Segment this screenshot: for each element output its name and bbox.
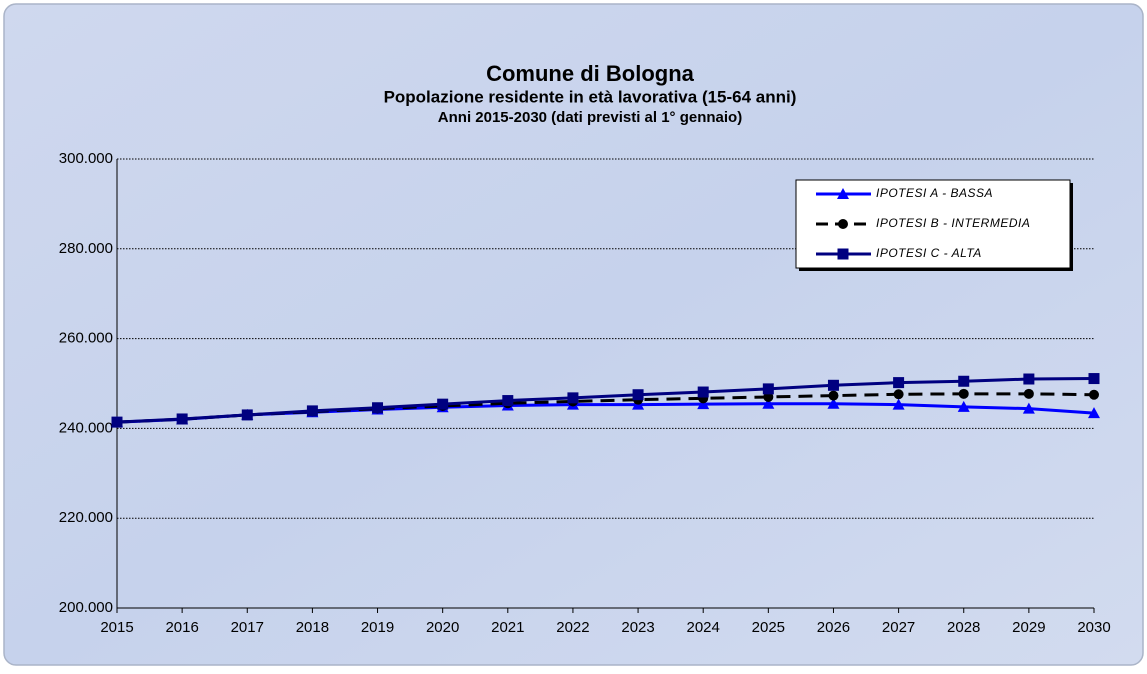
legend-label: IPOTESI A - BASSA	[876, 186, 993, 200]
data-point	[893, 377, 905, 389]
data-point	[957, 400, 970, 412]
data-point	[892, 398, 905, 410]
data-point	[958, 388, 969, 399]
x-tick-label: 2028	[947, 619, 980, 636]
x-tick-label: 2026	[817, 619, 850, 636]
data-point	[1023, 373, 1035, 385]
data-point	[306, 405, 318, 417]
data-point	[827, 397, 840, 409]
data-point	[697, 398, 710, 410]
data-point	[111, 416, 123, 428]
x-tick-label: 2018	[296, 619, 329, 636]
data-point	[502, 395, 514, 407]
y-tick-label: 260.000	[59, 330, 113, 347]
data-point	[1088, 407, 1100, 419]
x-tick-label: 2023	[621, 619, 654, 636]
x-tick-label: 2029	[1012, 619, 1045, 636]
x-tick-label: 2019	[361, 619, 394, 636]
y-tick-label: 240.000	[59, 419, 113, 436]
data-point	[762, 397, 775, 409]
chart-background	[3, 3, 1144, 666]
legend-label: IPOTESI B - INTERMEDIA	[876, 216, 1030, 230]
chart-subtitle: Popolazione residente in età lavorativa …	[384, 87, 797, 106]
x-tick-label: 2016	[165, 619, 198, 636]
chart-title: Comune di Bologna	[486, 61, 695, 86]
data-point	[697, 386, 709, 398]
x-tick-label: 2022	[556, 619, 589, 636]
data-point	[567, 392, 579, 404]
x-tick-label: 2025	[752, 619, 785, 636]
x-tick-label: 2027	[882, 619, 915, 636]
legend-marker	[837, 188, 849, 199]
data-point	[893, 389, 904, 400]
data-point	[828, 390, 839, 401]
y-tick-label: 200.000	[59, 599, 113, 616]
data-point	[372, 402, 384, 414]
series-line	[116, 377, 1095, 424]
data-point	[632, 389, 644, 401]
y-tick-label: 220.000	[59, 509, 113, 526]
data-point	[437, 398, 449, 410]
legend-marker	[837, 248, 849, 260]
data-point	[763, 391, 774, 402]
y-tick-label: 280.000	[59, 240, 113, 257]
data-point	[827, 379, 839, 391]
legend-label: IPOTESI C - ALTA	[876, 246, 982, 260]
chart-subtitle: Anni 2015-2030 (dati previsti al 1° genn…	[438, 109, 742, 126]
legend-marker	[838, 219, 848, 229]
data-point	[1088, 373, 1100, 385]
data-point	[1023, 388, 1034, 399]
y-tick-label: 300.000	[59, 150, 113, 167]
x-tick-label: 2030	[1077, 619, 1110, 636]
data-point	[762, 383, 774, 395]
data-point	[1089, 389, 1099, 400]
data-point	[241, 409, 253, 421]
data-point	[958, 375, 970, 387]
data-point	[176, 413, 188, 425]
data-point	[1022, 402, 1035, 414]
x-tick-label: 2021	[491, 619, 524, 636]
x-tick-label: 2024	[687, 619, 720, 636]
x-tick-label: 2015	[100, 619, 133, 636]
x-tick-label: 2020	[426, 619, 459, 636]
x-tick-label: 2017	[231, 619, 264, 636]
